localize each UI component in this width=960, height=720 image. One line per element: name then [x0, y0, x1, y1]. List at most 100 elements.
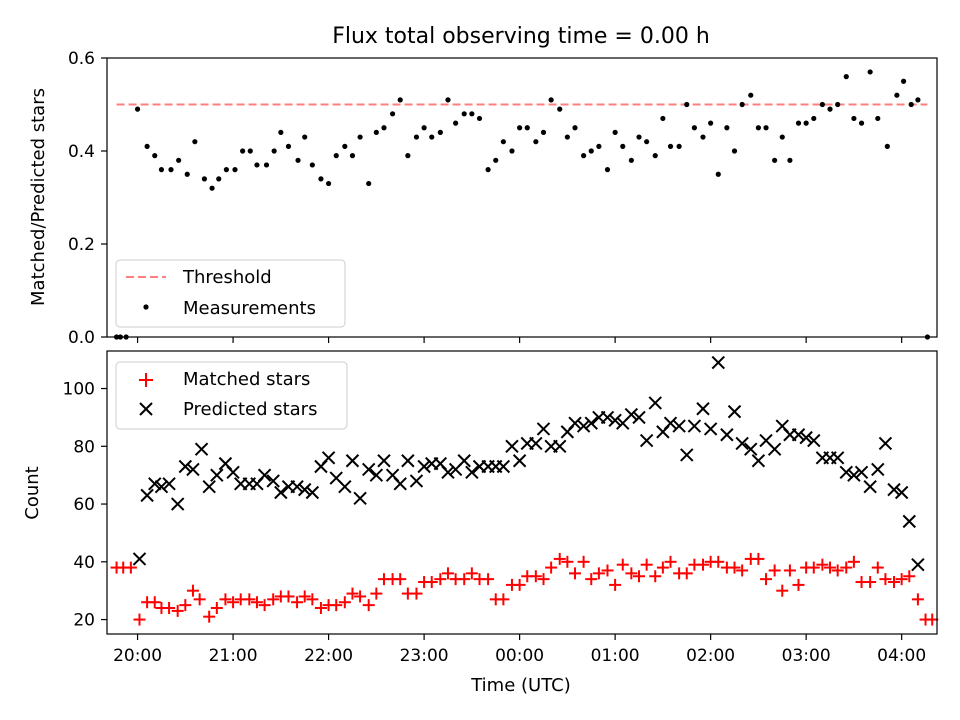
matched-star-point [354, 590, 367, 603]
measurement-point [843, 74, 849, 80]
matched-star-point [362, 599, 375, 612]
bottom-ytick-label: 20 [73, 611, 95, 631]
predicted-star-point [847, 468, 861, 482]
bottom-xtick-label: 23:00 [400, 646, 449, 666]
top-plot-frame [106, 57, 938, 338]
predicted-star-point [680, 448, 694, 462]
predicted-star-point [202, 480, 216, 494]
predicted-star-point [807, 433, 821, 448]
matched-star-point [227, 596, 240, 609]
matched-star-point [171, 604, 184, 617]
predicted-star-point [465, 465, 479, 479]
predicted-star-point [369, 468, 384, 482]
predicted-star-point [457, 454, 471, 468]
measurement-point [581, 153, 587, 159]
measurement-point [476, 115, 483, 122]
predicted-star-point [830, 451, 845, 465]
measurement-point [772, 157, 778, 163]
matched-star-point [569, 567, 582, 580]
matched-star-point [616, 558, 629, 571]
predicted-star-point [226, 465, 240, 479]
measurement-point [184, 171, 190, 177]
matched-star-point [410, 587, 423, 600]
predicted-star-point [345, 454, 360, 468]
predicted-star-point [751, 454, 766, 468]
matched-star-point [807, 561, 820, 574]
matched-star-point [816, 558, 829, 571]
bottom-xtick-label: 22:00 [304, 646, 353, 666]
predicted-star-point [711, 355, 725, 370]
matched-star-point [760, 573, 773, 586]
matched-star-point [633, 570, 646, 583]
measurement-point [509, 148, 515, 154]
measurement-point [684, 101, 690, 108]
matched-star-point [792, 578, 805, 591]
legend-measurements-swatch [143, 304, 149, 310]
matched-star-point [649, 570, 662, 583]
bottom-xtick-label: 21:00 [209, 646, 258, 666]
matched-star-point [592, 567, 605, 580]
measurement-point [564, 134, 570, 140]
bottom-xtick-label: 02:00 [686, 646, 735, 666]
predicted-star-point [441, 465, 455, 479]
predicted-star-point [720, 428, 734, 442]
matched-star-point [394, 573, 407, 586]
measurement-point [223, 167, 229, 173]
matched-star-point [840, 561, 853, 574]
predicted-star-point [194, 442, 209, 456]
matched-star-point [267, 593, 280, 606]
measurement-point [803, 120, 809, 126]
predicted-star-point [608, 413, 622, 428]
matched-star-point [346, 587, 359, 600]
matched-star-point [497, 593, 510, 606]
matched-star-point [458, 573, 471, 586]
matched-star-point [425, 576, 438, 589]
matched-star-point [219, 593, 232, 606]
measurement-point [628, 157, 634, 163]
measurement-point [421, 125, 427, 131]
matched-star-point [736, 564, 749, 577]
matched-star-point [864, 576, 877, 589]
predicted-star-point [409, 474, 424, 488]
matched-star-point [465, 567, 478, 580]
measurement-point [144, 143, 150, 149]
measurement-point [884, 143, 890, 149]
measurement-point [413, 134, 420, 140]
chart-title: Flux total observing time = 0.00 h [332, 24, 710, 49]
measurement-point [357, 134, 363, 140]
measurement-point [493, 157, 499, 163]
measurement-point [652, 153, 658, 159]
measurement-point [201, 176, 208, 182]
predicted-star-point [553, 439, 567, 454]
predicted-star-point [894, 485, 909, 500]
measurement-point [240, 148, 246, 154]
measurement-point [894, 92, 900, 98]
predicted-star-point [361, 462, 376, 477]
measurement-point [908, 101, 914, 108]
matched-star-point [250, 596, 263, 609]
measurement-point [900, 78, 907, 84]
predicted-star-point [791, 428, 806, 442]
measurement-point [620, 143, 626, 149]
measurement-point [612, 129, 618, 135]
matched-star-point [291, 596, 304, 609]
predicted-star-point [298, 482, 312, 497]
predicted-star-point [576, 419, 591, 433]
measurement-point [827, 106, 833, 112]
measurement-point [254, 162, 260, 168]
measurement-point [835, 101, 841, 108]
bottom-legend-box [115, 361, 348, 430]
measurement-point [787, 157, 793, 163]
measurement-point [644, 139, 650, 145]
bottom-legend: Matched stars Predicted stars [115, 361, 348, 430]
measurement-point [819, 101, 825, 108]
measurement-point [604, 167, 611, 173]
matched-star-point [696, 558, 709, 571]
measurement-point [485, 167, 491, 173]
measurement-point [524, 125, 530, 131]
matched-star-point [831, 564, 844, 577]
matched-star-point [712, 555, 725, 568]
predicted-star-point [584, 416, 598, 430]
measurement-point [158, 167, 165, 173]
predicted-star-point [696, 402, 710, 416]
